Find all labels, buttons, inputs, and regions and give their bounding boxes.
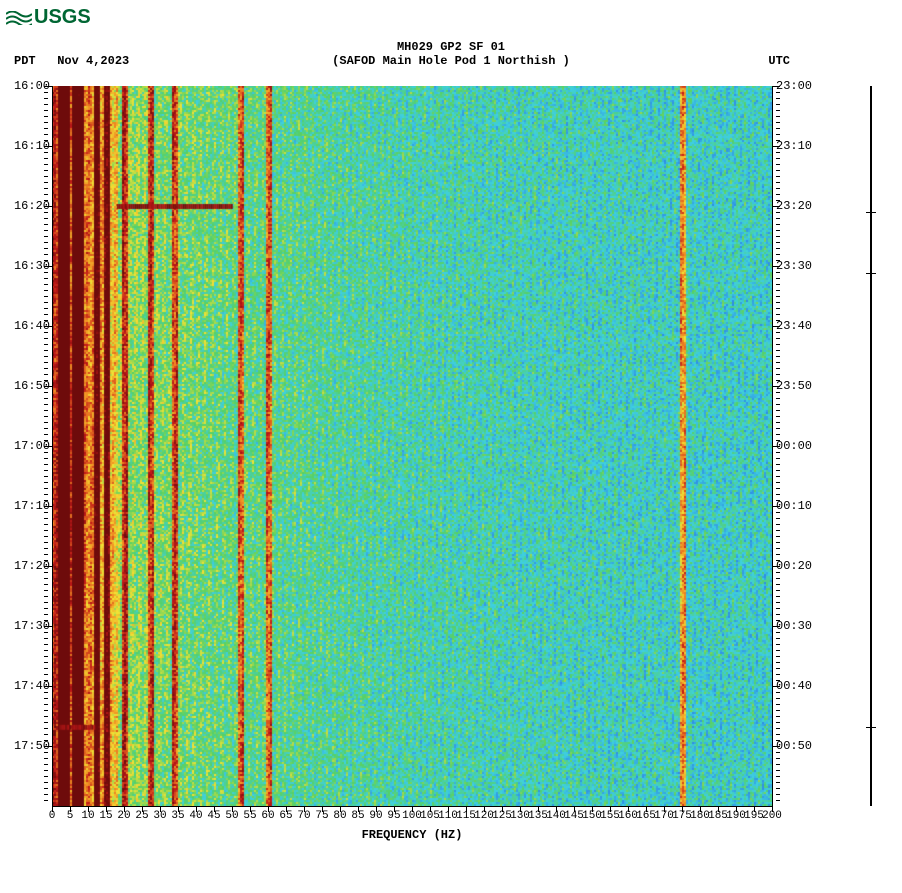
y-right-tick-label: 00:20 xyxy=(776,559,812,573)
sidebar-tick xyxy=(866,273,876,274)
spectrogram-canvas xyxy=(52,86,772,806)
usgs-logo: USGS xyxy=(6,6,91,29)
amplitude-sidebar xyxy=(870,86,872,806)
y-right-tick-label: 00:00 xyxy=(776,439,812,453)
usgs-wave-icon xyxy=(6,11,32,25)
y-right-tick-label: 00:40 xyxy=(776,679,812,693)
right-timezone: UTC xyxy=(768,54,790,68)
x-axis-label: FREQUENCY (HZ) xyxy=(52,828,772,842)
logo-text: USGS xyxy=(34,6,91,29)
plot-title: MH029 GP2 SF 01 (SAFOD Main Hole Pod 1 N… xyxy=(0,40,902,68)
tz-left-label: PDT xyxy=(14,54,36,68)
y-right-tick-label: 23:10 xyxy=(776,139,812,153)
y-right-tick-label: 23:40 xyxy=(776,319,812,333)
spectrogram-plot xyxy=(52,86,772,806)
y-axis-left-ticks xyxy=(44,86,52,806)
y-right-tick-label: 00:50 xyxy=(776,739,812,753)
y-axis-right-ticks xyxy=(772,86,780,806)
sidebar-tick xyxy=(866,727,876,728)
date-label: Nov 4,2023 xyxy=(57,54,129,68)
left-timezone: PDT Nov 4,2023 xyxy=(14,54,129,68)
title-line1: MH029 GP2 SF 01 xyxy=(397,40,505,54)
y-right-tick-label: 00:30 xyxy=(776,619,812,633)
title-line2: (SAFOD Main Hole Pod 1 Northish ) xyxy=(0,54,902,68)
y-right-tick-label: 23:30 xyxy=(776,259,812,273)
y-right-tick-label: 00:10 xyxy=(776,499,812,513)
y-right-tick-label: 23:20 xyxy=(776,199,812,213)
x-axis-ticks xyxy=(52,806,772,812)
y-axis-left-line xyxy=(52,86,53,806)
tz-right-label: UTC xyxy=(768,54,790,68)
y-right-tick-label: 23:50 xyxy=(776,379,812,393)
y-axis-right-labels: 23:0023:1023:2023:3023:4023:5000:0000:10… xyxy=(776,86,816,806)
sidebar-tick xyxy=(866,212,876,213)
y-right-tick-label: 23:00 xyxy=(776,79,812,93)
